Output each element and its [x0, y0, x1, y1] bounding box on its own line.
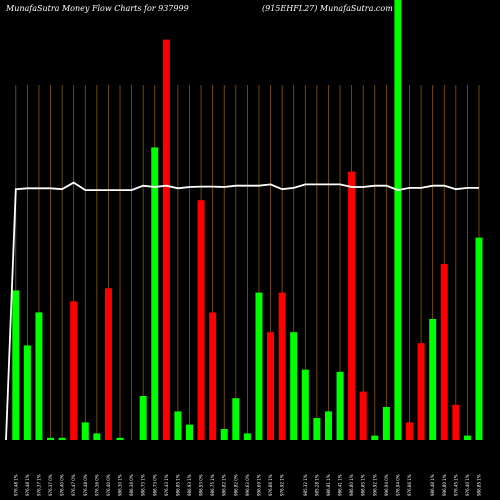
bar	[301, 369, 309, 440]
x-tick-label: 986.85 1%	[361, 474, 366, 496]
x-tick-label: 976.86 1%	[268, 474, 273, 496]
x-tick-label: 976.48 1%	[13, 474, 18, 496]
x-tick-label: 986.30 1%	[118, 474, 123, 496]
bar	[475, 237, 483, 440]
chart-subtitle: (915EHFL27) MunafaSutra.com	[262, 4, 393, 13]
bar	[243, 433, 251, 440]
bar	[104, 288, 112, 440]
x-tick-label: 976.37 0%	[48, 474, 53, 496]
x-tick-label: 986.75 1%	[210, 474, 215, 496]
bar	[116, 437, 124, 440]
x-tick-label: 986.73 1%	[141, 474, 146, 496]
x-tick-label: 976.48 0%	[83, 474, 88, 496]
x-tick-label: 986.48 1%	[430, 474, 435, 496]
x-tick-label: 976.47 0%	[71, 474, 76, 496]
bar-series	[12, 0, 483, 440]
x-tick-label: 986.80 1%	[349, 474, 354, 496]
x-tick-label: 986.73 0%	[152, 474, 157, 496]
bar	[452, 404, 460, 440]
bar	[267, 332, 275, 440]
bar	[23, 345, 31, 440]
chart-title: MunafaSutra Money Flow Charts for 937999	[6, 4, 189, 13]
bar	[278, 292, 286, 440]
x-tick-label: 976.86 1%	[407, 474, 412, 496]
bar	[348, 171, 356, 440]
x-tick-label: 976.37 1%	[36, 474, 41, 496]
x-tick-label: 976.45 1%	[453, 474, 458, 496]
bar	[58, 437, 66, 440]
x-tick-label: 986.82 0%	[233, 474, 238, 496]
x-tick-label: 996.63 0%	[245, 474, 250, 496]
bar	[151, 147, 159, 440]
bar	[139, 396, 147, 440]
x-tick-label: 985.28 1%	[314, 474, 319, 496]
x-tick-label: 986.41 1%	[338, 474, 343, 496]
bar	[440, 264, 448, 440]
x-tick-label: 985.32 1%	[303, 474, 308, 496]
x-tick-label: 976.36 0%	[94, 474, 99, 496]
bar	[463, 435, 471, 440]
x-tick-label: 986.82 1%	[222, 474, 227, 496]
bar	[70, 301, 78, 440]
bar	[429, 319, 437, 440]
x-tick-label: 976.40 1%	[465, 474, 470, 496]
bar	[417, 343, 425, 440]
bar	[232, 398, 240, 440]
bar	[336, 371, 344, 440]
bar	[313, 418, 321, 440]
x-tick-label: 986.93 0%	[199, 474, 204, 496]
bar	[185, 424, 193, 440]
money-flow-line	[5, 181, 479, 441]
bar	[394, 0, 402, 440]
x-tick-label: 986.81 1%	[326, 474, 331, 496]
x-axis-labels: 976.48 1% 976.48 1% 976.37 1% 976.37 0% 976.…	[13, 474, 481, 496]
x-tick-label: 986.36 0%	[129, 474, 134, 496]
bar	[81, 422, 89, 440]
bar	[290, 332, 298, 440]
x-tick-label: 976.43 1%	[164, 474, 169, 496]
x-tick-label: 976.48 1%	[25, 474, 30, 496]
x-tick-label: 996.69 1%	[256, 474, 261, 496]
x-tick-label: 976.92 1%	[280, 474, 285, 496]
bar	[359, 391, 367, 440]
bar	[47, 437, 55, 440]
x-tick-label: 976.94 0%	[395, 474, 400, 496]
bar	[93, 433, 101, 440]
x-tick-label: 976.40 0%	[106, 474, 111, 496]
vertical-grid	[15, 85, 480, 440]
bar	[255, 292, 263, 440]
x-tick-label: 986.93 1%	[187, 474, 192, 496]
x-tick-label: 996.92 1%	[372, 474, 377, 496]
x-tick-label: 976.40 0%	[60, 474, 65, 496]
bar	[197, 200, 205, 440]
bar	[209, 312, 217, 440]
bar	[220, 429, 228, 440]
x-tick-label: 996.94 0%	[384, 474, 389, 496]
bar	[162, 39, 170, 440]
bar	[371, 435, 379, 440]
x-tick-label: 986.85 1%	[175, 474, 180, 496]
bar	[382, 407, 390, 440]
bar	[174, 411, 182, 440]
x-tick-label: 986.85 1%	[476, 474, 481, 496]
x-tick-label: 996.80 1%	[442, 474, 447, 496]
bar	[406, 422, 414, 440]
bar	[324, 411, 332, 440]
bar	[35, 312, 43, 440]
bar	[12, 290, 20, 440]
